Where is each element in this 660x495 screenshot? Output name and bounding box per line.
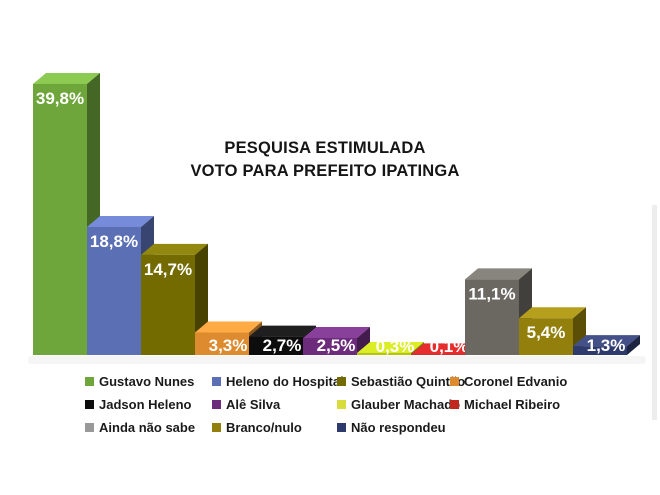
bar-coronel-edvanio: 3,3%: [195, 321, 262, 355]
legend-swatch-icon: [450, 376, 459, 386]
legend-label: Alê Silva: [226, 396, 281, 412]
legend-swatch-icon: [337, 422, 346, 432]
bar-front-face: [519, 318, 573, 355]
legend-swatch-icon: [337, 399, 346, 409]
legend-item-jadson-heleno: Jadson Heleno: [85, 396, 212, 412]
legend-label: Ainda não sabe: [99, 419, 196, 435]
bar-top-face: [141, 243, 208, 255]
bar-value-label: 5,4%: [527, 323, 566, 342]
legend-item-ale-silva: Alê Silva: [212, 396, 337, 412]
legend-label: Sebastião Quintão: [351, 373, 466, 389]
bar-front-face: [465, 279, 519, 355]
bar-front-face: [573, 346, 627, 355]
bar-front-face: [87, 226, 141, 355]
bar-glauber-machado: 0,3%: [357, 337, 424, 356]
bar-top-face: [411, 343, 478, 355]
legend-label: Coronel Edvanio: [464, 373, 568, 389]
legend-item-sebastiao-quintao: Sebastião Quintão: [337, 374, 465, 389]
legend-label: Gustavo Nunes: [99, 373, 195, 389]
legend-swatch-icon: [212, 422, 221, 432]
bar-value-label: 18,8%: [90, 232, 138, 251]
bar-value-label: 11,1%: [468, 284, 515, 303]
bar-sebastiao-quintao: 14,7%: [141, 243, 208, 355]
bar-value-label: 0,1%: [430, 337, 469, 356]
bar-value-label: 1,3%: [587, 336, 626, 355]
bar-nao-respondeu: 1,3%: [573, 335, 640, 355]
legend-label: Jadson Heleno: [99, 396, 192, 412]
bar-side-face: [357, 326, 370, 355]
bar-top-face: [519, 307, 586, 319]
bar-top-face: [33, 72, 100, 84]
legend-label: Michael Ribeiro: [464, 396, 561, 412]
bar-value-label: 2,7%: [263, 336, 302, 355]
legend-label: Heleno do Hospital: [226, 373, 344, 389]
bar-front-face: [33, 83, 87, 355]
bar-front-face: [357, 352, 411, 355]
right-edge-artifact: [652, 205, 657, 420]
bar-top-face: [195, 321, 262, 333]
legend-swatch-icon: [85, 376, 94, 386]
legend-swatch-icon: [450, 399, 459, 409]
bar-ainda-nao-sabe: 11,1%: [465, 268, 532, 355]
legend-label: Branco/nulo: [226, 419, 302, 435]
bar-value-label: 3,3%: [209, 336, 248, 355]
legend-item-coronel-edvanio: Coronel Edvanio: [450, 373, 645, 389]
bar-top-face: [357, 341, 424, 353]
legend-swatch-icon: [85, 399, 94, 409]
bar-front-face: [249, 336, 303, 355]
legend-swatch-icon: [337, 376, 346, 386]
bar-top-face: [465, 268, 532, 280]
legend-item-michael-ribeiro: Michael Ribeiro: [450, 396, 645, 412]
bar-front-face: [303, 337, 357, 355]
legend-label: Glauber Machado: [351, 396, 461, 412]
bar-front-face: [141, 254, 195, 355]
legend-label: Não respondeu: [351, 419, 446, 435]
legend-item-branco-nulo: Branco/nulo: [212, 419, 337, 435]
chart-title-line2: VOTO PARA PREFEITO IPATINGA: [190, 162, 460, 180]
bar-front-face: [195, 332, 249, 355]
legend-swatch-icon: [212, 376, 221, 386]
legend-item-nao-respondeu: Não respondeu: [337, 419, 450, 435]
legend-swatch-icon: [212, 399, 221, 409]
bar-value-label: 2,5%: [317, 336, 356, 355]
chart-legend: Gustavo Nunes Heleno do Hospital Sebastião…: [85, 373, 645, 435]
bar-value-label: 14,7%: [144, 260, 192, 279]
floor-shadow: [28, 356, 646, 364]
legend-item-gustavo-nunes: Gustavo Nunes: [85, 373, 212, 389]
bar-top-face: [87, 215, 154, 227]
chart-title: PESQUISA ESTIMULADA VOTO PARA PREFEITO I…: [150, 137, 500, 183]
bar-top-face: [303, 326, 370, 338]
bar-value-label: 0,3%: [376, 337, 415, 356]
bar-side-face: [627, 335, 640, 355]
bar-top-face: [573, 335, 640, 347]
legend-swatch-icon: [85, 422, 94, 432]
legend-item-glauber-machado: Glauber Machado: [337, 397, 460, 412]
legend-item-heleno-do-hospital: Heleno do Hospital: [212, 374, 344, 389]
bar-top-face: [249, 325, 316, 337]
chart-title-line1: PESQUISA ESTIMULADA: [224, 139, 426, 157]
legend-item-ainda-nao-sabe: Ainda não sabe: [85, 419, 212, 435]
bar-ale-silva: 2,5%: [303, 326, 370, 355]
bar-value-label: 39,8%: [36, 89, 84, 108]
bar-front-face: [411, 354, 465, 355]
